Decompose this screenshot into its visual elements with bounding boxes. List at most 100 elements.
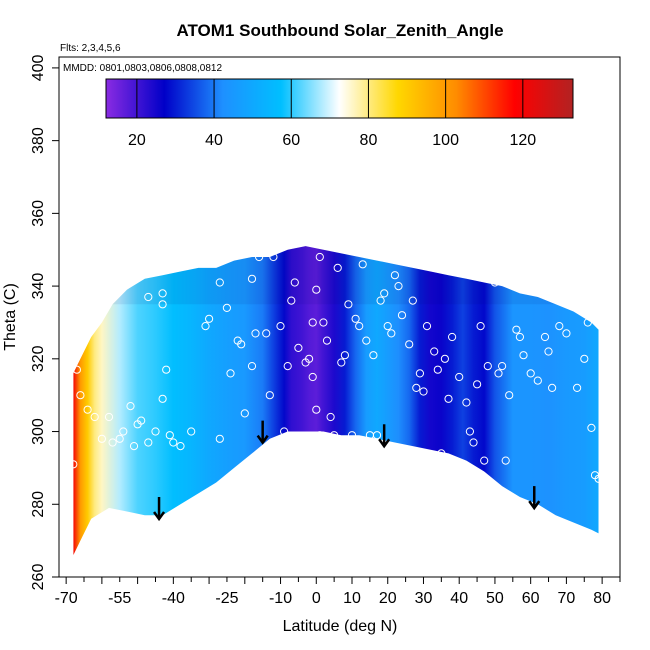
data-point (322, 336, 332, 345)
data-point (494, 369, 503, 378)
y-tick-label: 260 (30, 564, 47, 591)
data-point (315, 431, 324, 440)
data-point (340, 351, 349, 360)
data-point (587, 423, 596, 432)
colorbar-tick-label: 80 (360, 132, 378, 149)
data-point (72, 365, 82, 374)
data-point (380, 289, 389, 298)
x-tick-label: 0 (312, 590, 321, 607)
data-point (187, 427, 196, 436)
colorbar-tick-label: 40 (205, 132, 223, 149)
data-point (201, 322, 210, 331)
data-point (69, 460, 78, 469)
data-point (330, 431, 339, 440)
chart-title: ATOM1 Southbound Solar_Zenith_Angle (176, 21, 503, 40)
arrow-marker (256, 420, 269, 445)
data-point (312, 405, 321, 414)
data-point (458, 267, 467, 276)
data-point (205, 314, 214, 323)
data-point (215, 434, 224, 443)
data-point (408, 296, 417, 305)
data-point (158, 289, 167, 298)
data-point (283, 362, 292, 371)
data-point (358, 260, 367, 269)
y-tick-label: 300 (30, 418, 47, 445)
data-point (276, 322, 285, 331)
arrow-markers (153, 420, 541, 522)
data-point (562, 329, 571, 338)
x-tick-label: -70 (55, 590, 78, 607)
data-point (533, 376, 542, 385)
data-point (548, 383, 557, 392)
arrow-marker (153, 497, 166, 522)
data-point (583, 318, 592, 327)
data-point (419, 387, 428, 396)
data-point (108, 438, 117, 447)
data-point (165, 431, 174, 440)
colorbar-tick-label: 20 (128, 132, 146, 149)
y-tick-label: 320 (30, 345, 47, 372)
data-point (448, 332, 457, 342)
data-point (347, 431, 357, 440)
data-point (308, 318, 317, 327)
data-point (251, 329, 260, 338)
x-axis: -70 -55 -40 -25 -10 0 10 20 30 40 50 60 70 80 (55, 577, 621, 607)
data-point (390, 271, 399, 280)
data-point (440, 354, 449, 363)
data-point (383, 322, 392, 331)
y-tick-label: 400 (30, 54, 47, 81)
data-point (262, 329, 271, 338)
data-point (169, 438, 178, 447)
data-point (237, 340, 246, 349)
x-tick-label: 70 (558, 590, 576, 607)
data-point (422, 322, 432, 331)
arrow-marker (528, 486, 541, 511)
data-point (480, 456, 489, 465)
colorbar-gradient (105, 78, 574, 119)
x-tick-label: 60 (522, 590, 540, 607)
data-point (505, 391, 514, 400)
data-point (462, 398, 471, 407)
data-point (137, 416, 146, 425)
data-point (444, 394, 453, 403)
data-point (104, 412, 114, 422)
data-point (569, 296, 578, 305)
heatmap-top-shade (73, 246, 599, 305)
data-point (176, 442, 185, 451)
data-point (280, 427, 289, 436)
data-point (144, 438, 153, 447)
data-point (544, 347, 553, 356)
data-point (287, 296, 296, 305)
data-point (158, 300, 167, 309)
data-point (415, 369, 424, 378)
colorbar-tick-label: 60 (282, 132, 300, 149)
data-point (483, 362, 492, 371)
colorbar-ticks: 20 40 60 80 100 120 (128, 79, 536, 149)
data-point (362, 336, 371, 345)
data-point (376, 296, 385, 305)
data-point (387, 329, 396, 338)
data-point (580, 354, 589, 363)
data-point (247, 362, 257, 371)
x-tick-label: -25 (215, 590, 238, 607)
y-tick-label: 360 (30, 200, 47, 227)
data-point (312, 285, 321, 294)
data-point (83, 405, 92, 414)
data-point (290, 278, 299, 287)
data-point (469, 438, 478, 447)
data-point (337, 358, 346, 367)
colorbar-tick-label: 100 (432, 132, 459, 149)
data-point (512, 325, 521, 334)
data-point (308, 372, 317, 382)
data-point (394, 282, 403, 291)
y-tick-label: 340 (30, 273, 47, 300)
data-point (465, 427, 474, 436)
colorbar: 20 40 60 80 100 120 (105, 78, 574, 149)
data-point (247, 274, 257, 283)
data-point (115, 434, 124, 443)
data-point (355, 322, 364, 331)
data-point (90, 412, 99, 422)
data-point (405, 340, 414, 349)
x-tick-label: 10 (343, 590, 361, 607)
